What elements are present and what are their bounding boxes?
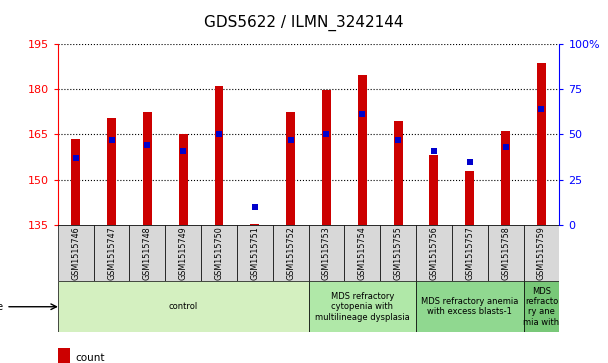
Bar <box>416 225 452 281</box>
Text: GSM1515753: GSM1515753 <box>322 226 331 280</box>
Bar <box>107 118 116 225</box>
Bar <box>308 281 416 332</box>
Text: GSM1515757: GSM1515757 <box>465 226 474 280</box>
Bar <box>537 63 546 225</box>
Bar <box>380 225 416 281</box>
Text: GSM1515751: GSM1515751 <box>250 226 260 280</box>
Bar <box>215 86 224 225</box>
Bar <box>523 225 559 281</box>
Text: GSM1515749: GSM1515749 <box>179 226 188 280</box>
Bar <box>201 225 237 281</box>
Bar <box>501 131 510 225</box>
Point <box>106 137 116 143</box>
Bar <box>429 155 438 225</box>
Bar <box>143 112 152 225</box>
Point <box>286 137 295 143</box>
Text: GSM1515748: GSM1515748 <box>143 227 152 280</box>
Point <box>142 142 152 148</box>
Text: count: count <box>75 353 105 363</box>
Bar <box>358 75 367 225</box>
Bar <box>393 121 402 225</box>
Bar <box>58 225 94 281</box>
Bar <box>523 281 559 332</box>
Point <box>501 144 511 150</box>
Bar <box>416 281 523 332</box>
Bar <box>488 225 523 281</box>
Point <box>429 148 439 154</box>
Bar <box>165 225 201 281</box>
Bar <box>94 225 130 281</box>
Point <box>178 148 188 154</box>
Text: GSM1515755: GSM1515755 <box>393 226 402 280</box>
Bar <box>322 90 331 225</box>
Bar <box>71 139 80 225</box>
Text: control: control <box>168 302 198 311</box>
Point <box>393 137 403 143</box>
Text: GSM1515747: GSM1515747 <box>107 226 116 280</box>
Bar <box>58 348 71 363</box>
Text: GDS5622 / ILMN_3242144: GDS5622 / ILMN_3242144 <box>204 15 404 31</box>
Bar <box>273 225 308 281</box>
Text: GSM1515759: GSM1515759 <box>537 226 546 280</box>
Bar <box>250 224 259 225</box>
Text: GSM1515754: GSM1515754 <box>358 226 367 280</box>
Point <box>214 131 224 137</box>
Bar <box>465 171 474 225</box>
Text: GSM1515752: GSM1515752 <box>286 226 295 280</box>
Point <box>465 159 475 164</box>
Bar <box>179 134 188 225</box>
Bar <box>452 225 488 281</box>
Point <box>322 131 331 137</box>
Text: MDS refractory
cytopenia with
multilineage dysplasia: MDS refractory cytopenia with multilinea… <box>315 292 410 322</box>
Text: GSM1515746: GSM1515746 <box>71 227 80 280</box>
Point <box>250 204 260 210</box>
Text: MDS refractory anemia
with excess blasts-1: MDS refractory anemia with excess blasts… <box>421 297 519 317</box>
Bar <box>130 225 165 281</box>
Point <box>537 106 547 112</box>
Text: MDS
refracto
ry ane
mia with: MDS refracto ry ane mia with <box>523 287 559 327</box>
Bar <box>237 225 273 281</box>
Text: disease state: disease state <box>0 302 3 312</box>
Point <box>71 155 80 161</box>
Bar <box>308 225 344 281</box>
Text: GSM1515750: GSM1515750 <box>215 226 224 280</box>
Bar <box>286 112 295 225</box>
Text: GSM1515756: GSM1515756 <box>429 226 438 280</box>
Text: GSM1515758: GSM1515758 <box>501 226 510 280</box>
Bar <box>344 225 380 281</box>
Point <box>358 111 367 117</box>
Bar <box>58 281 308 332</box>
